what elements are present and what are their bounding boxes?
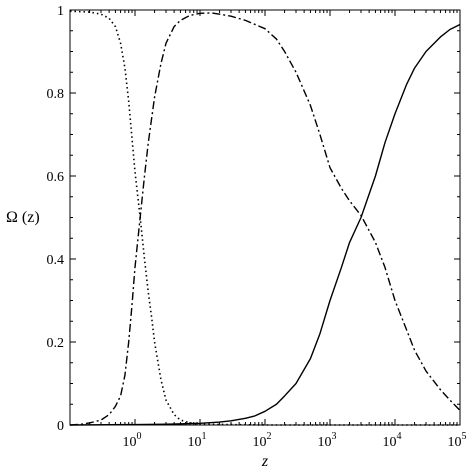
x-tick-label: 104 <box>383 431 402 450</box>
x-axis-label: z <box>261 453 269 470</box>
x-tick-label: 103 <box>318 431 337 450</box>
y-tick-label: 1 <box>57 4 64 19</box>
tick-labels: 100 101 102 103 104 105 0 0.2 0.4 0.6 0.8 1 <box>47 4 467 450</box>
series-line-solid <box>69 23 461 426</box>
y-tick-label: 0.2 <box>47 336 65 351</box>
y-tick-label: 0.4 <box>47 253 65 268</box>
series-line-dotted <box>69 10 460 426</box>
x-tick-label: 102 <box>253 431 272 450</box>
plot-frame <box>69 9 461 426</box>
x-tick-label: 105 <box>448 431 467 450</box>
tick-marks <box>70 9 461 426</box>
y-tick-label: 0.8 <box>47 87 65 102</box>
y-tick-label: 0 <box>57 419 64 434</box>
series-line-dashdot <box>69 12 461 426</box>
y-axis-label: Ω (z) <box>6 209 40 226</box>
x-tick-label: 101 <box>188 431 207 450</box>
x-tick-label: 100 <box>123 431 142 450</box>
series-group <box>69 10 461 426</box>
y-tick-label: 0.6 <box>47 170 65 185</box>
